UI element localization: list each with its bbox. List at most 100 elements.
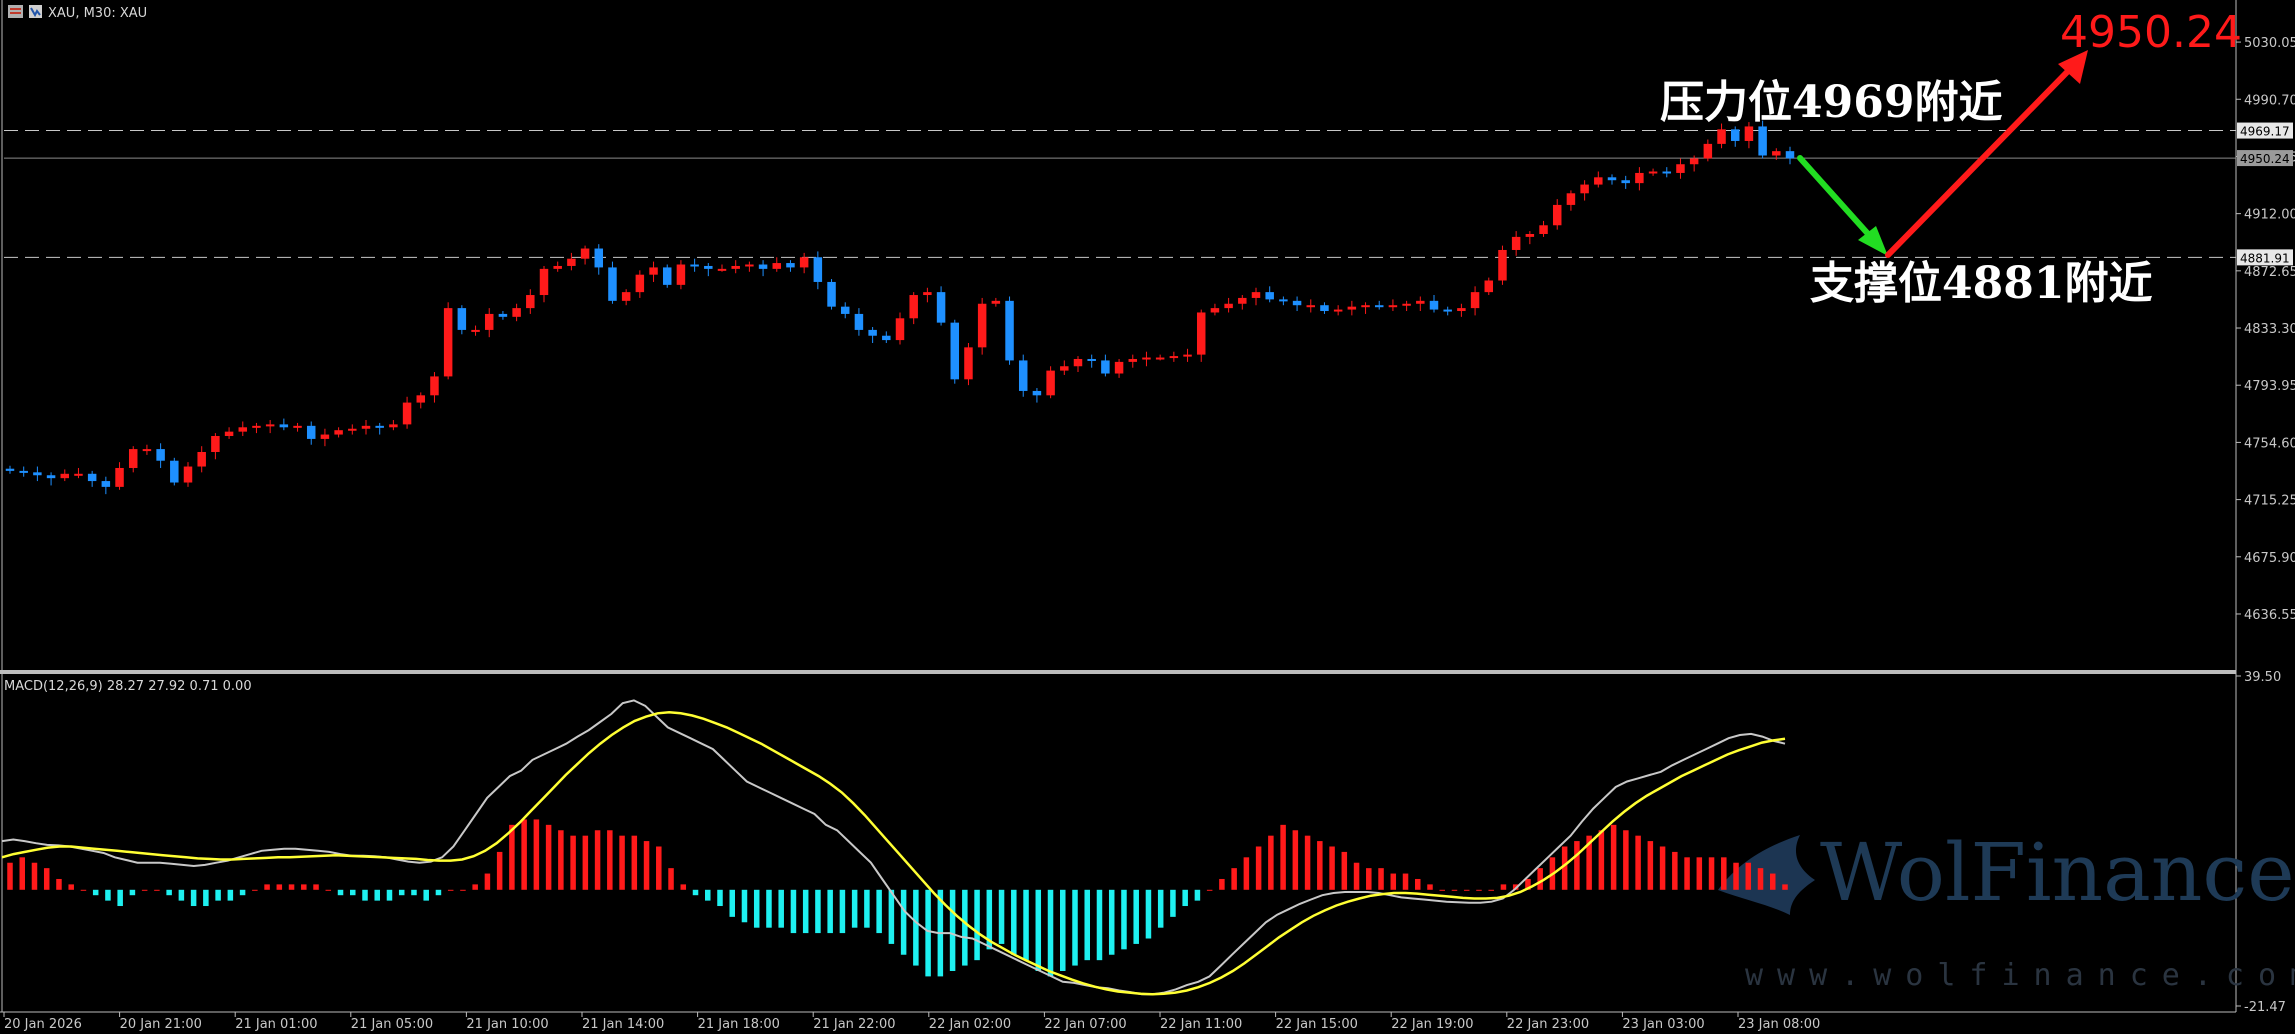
macd-bar (631, 835, 638, 890)
price-level-tag: 4950.24 (2237, 150, 2293, 167)
macd-bar (1561, 846, 1568, 890)
candle (649, 261, 658, 282)
macd-bar (1219, 878, 1225, 890)
macd-bar (252, 889, 258, 891)
resistance-annotation: 压力位4969附近 (1660, 77, 2002, 128)
candle (594, 244, 604, 275)
macd-bar (827, 889, 833, 934)
price-tick-label: 4833.30 (2244, 322, 2295, 337)
macd-bar (1525, 878, 1531, 890)
macd-bar (227, 889, 234, 901)
macd-bar (1390, 873, 1397, 890)
macd-bar (974, 889, 980, 961)
macd-bar (619, 835, 625, 890)
macd-bar (1317, 841, 1323, 890)
candle (840, 302, 850, 319)
macd-bar (1194, 889, 1201, 901)
candle (1114, 358, 1124, 378)
chart-type-icon[interactable] (8, 5, 23, 18)
macd-bar (521, 819, 527, 890)
macd-bar (1182, 889, 1188, 907)
time-tick-label: 21 Jan 22:00 (813, 1017, 895, 1032)
candle (1676, 158, 1685, 179)
macd-bar (105, 889, 111, 901)
macd-bar (1108, 889, 1115, 955)
macd-bar (1451, 889, 1458, 891)
candle (128, 446, 138, 473)
candle (1498, 245, 1507, 285)
signal-line (1, 711, 1786, 996)
candle (1292, 296, 1302, 312)
time-tick-label: 21 Jan 14:00 (582, 1017, 664, 1032)
macd-bar (484, 873, 491, 890)
candle (1279, 296, 1288, 306)
candle (1662, 167, 1672, 178)
candle (1717, 123, 1726, 149)
macd-bar (1770, 873, 1776, 890)
macd-tick-label: -21.47 (2244, 1000, 2286, 1015)
time-tick-label: 21 Jan 10:00 (466, 1017, 548, 1032)
macd-bar (582, 835, 589, 890)
macd-bar (7, 862, 13, 890)
candle (1361, 302, 1370, 314)
candle (443, 302, 453, 380)
candle (375, 422, 384, 435)
macd-indicator (1, 699, 1788, 996)
macd-bar (411, 889, 417, 896)
candle (1087, 354, 1096, 368)
candle (334, 427, 343, 438)
macd-bar (925, 889, 931, 977)
header-icons[interactable] (8, 5, 42, 18)
macd-bar (533, 819, 540, 890)
time-tick-label: 21 Jan 01:00 (235, 1017, 317, 1032)
candle (183, 462, 193, 487)
macd-bar (313, 884, 319, 890)
candle (1073, 356, 1083, 373)
macd-bar (154, 889, 160, 891)
macd-bar (1623, 830, 1629, 890)
macd-bar (1121, 889, 1127, 950)
macd-bar (1304, 835, 1311, 890)
price-axis: 5030.054990.704951.354912.004872.654833.… (2236, 36, 2295, 1015)
price-tick-label: 4793.95 (2244, 379, 2295, 394)
macd-bar (31, 862, 38, 890)
macd-bar (1463, 889, 1470, 891)
support-annotation: 支撑位4881附近 (1810, 258, 2152, 309)
candle (512, 303, 521, 322)
candle (1032, 388, 1042, 403)
macd-bar (1757, 868, 1764, 890)
macd-bar (337, 889, 344, 896)
macd-bar (264, 884, 270, 890)
price-tick-label: 5030.05 (2244, 36, 2295, 51)
candle (1416, 296, 1425, 312)
macd-bar (92, 889, 99, 896)
candle (813, 251, 823, 290)
candle (1594, 171, 1603, 188)
pane-splitter[interactable] (0, 670, 2236, 674)
svg-text:4969.17: 4969.17 (2240, 125, 2290, 139)
macd-bar (1329, 846, 1335, 890)
macd-bar (949, 889, 956, 971)
macd-bar (141, 889, 148, 891)
candle (252, 422, 261, 434)
candle (758, 260, 768, 277)
macd-bar (509, 824, 515, 890)
macd-bar (1084, 889, 1090, 961)
macd-bar (43, 868, 50, 890)
candle (1155, 354, 1165, 361)
candle (1607, 174, 1617, 185)
macd-bar (472, 884, 478, 890)
macd-bar (570, 835, 576, 890)
macd-bar (594, 830, 601, 890)
candle (46, 472, 56, 486)
macd-bar (1659, 846, 1666, 890)
candle (923, 287, 932, 303)
macd-bar (1708, 857, 1715, 890)
candle (1210, 303, 1220, 316)
candle (1785, 146, 1795, 165)
macd-bar (766, 889, 772, 928)
macd-bar (1035, 889, 1042, 971)
candle (348, 424, 357, 435)
candle (964, 342, 973, 386)
